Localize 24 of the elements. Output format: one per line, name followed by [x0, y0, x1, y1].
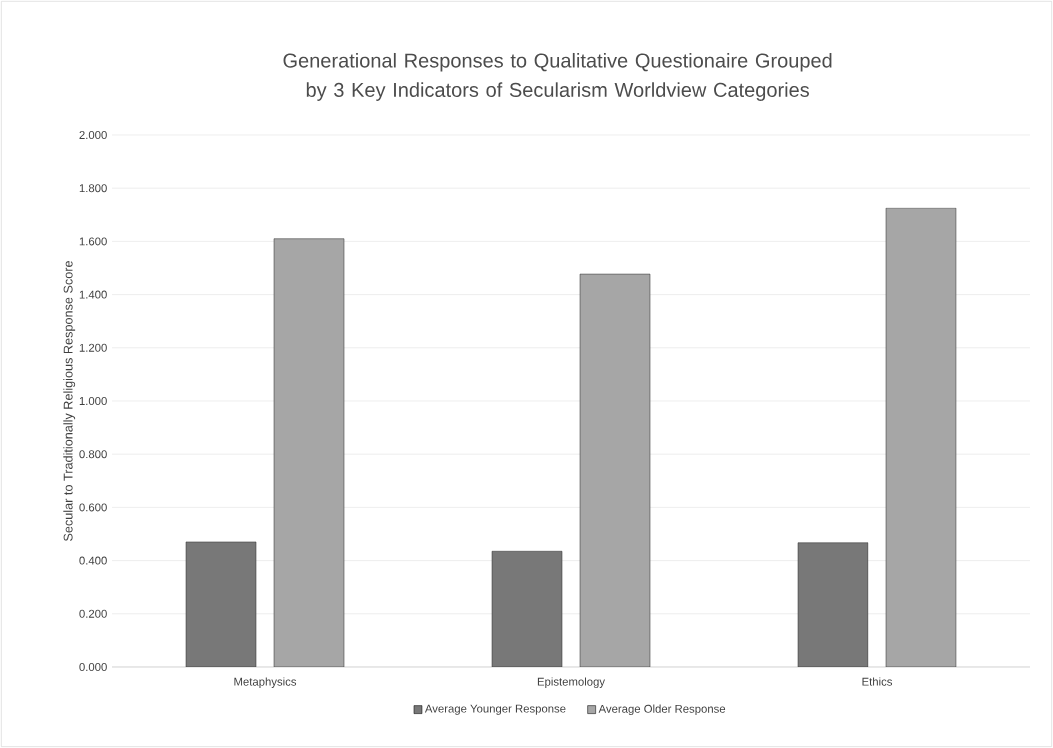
bar: [273, 238, 345, 667]
legend-label: Average Older Response: [598, 704, 726, 716]
bar: [885, 207, 957, 667]
y-tick-label: 1.800: [79, 184, 107, 193]
y-tick-label: 2.000: [79, 130, 107, 139]
y-tick-label: 1.600: [79, 237, 107, 246]
bar: [579, 273, 651, 667]
chart-title: Generational Responses to Qualitative Questionaire Grouped by 3 Key Indicators of Secularism Worldview Categories: [283, 52, 832, 101]
x-tick-label: Metaphysics: [234, 677, 297, 688]
y-tick-label: 1.200: [79, 343, 107, 352]
y-tick-label: 0.000: [79, 662, 107, 671]
y-tick-label: 1.000: [79, 396, 107, 405]
y-tick-label: 0.400: [79, 556, 107, 565]
y-tick-label: 0.600: [79, 503, 107, 512]
x-tick-label: Epistemology: [537, 677, 605, 688]
y-axis-title: Secular to Traditionally Religious Response Score: [63, 261, 76, 541]
legend-label: Average Younger Response: [424, 704, 566, 715]
bar: [491, 551, 563, 667]
x-tick-label: Ethics: [862, 677, 893, 686]
bar: [797, 542, 869, 667]
bar: [185, 541, 257, 667]
y-tick-label: 0.200: [79, 609, 107, 618]
y-tick-label: 0.800: [79, 450, 107, 459]
y-tick-label: 1.400: [79, 290, 107, 299]
